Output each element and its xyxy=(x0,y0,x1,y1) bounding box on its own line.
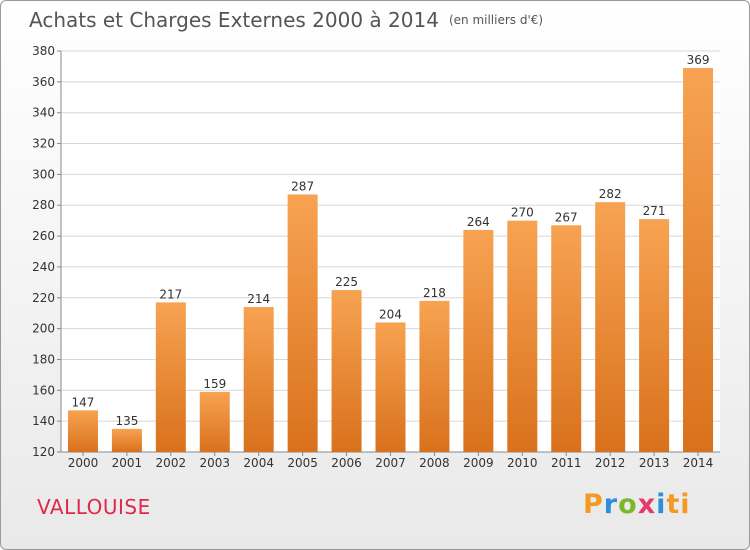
proxiti-logo: Proxiti xyxy=(583,489,691,520)
bar-value-label: 204 xyxy=(379,307,402,321)
bar-value-label: 282 xyxy=(599,187,622,201)
y-tick-label: 120 xyxy=(32,445,55,459)
bar-value-label: 225 xyxy=(335,275,358,289)
bar xyxy=(463,229,494,452)
x-tick-label: 2002 xyxy=(156,456,187,470)
bar xyxy=(375,322,406,452)
y-tick-label: 240 xyxy=(32,260,55,274)
y-tick-label: 340 xyxy=(32,106,55,120)
bar xyxy=(507,220,538,452)
y-tick-label: 180 xyxy=(32,352,55,366)
x-tick-label: 2000 xyxy=(68,456,99,470)
x-tick-label: 2003 xyxy=(199,456,230,470)
y-tick-label: 380 xyxy=(32,44,55,58)
bar xyxy=(243,307,274,452)
bar xyxy=(639,219,670,452)
y-tick-label: 140 xyxy=(32,414,55,428)
bar xyxy=(683,67,714,452)
chart-title: Achats et Charges Externes 2000 à 2014 (e… xyxy=(29,8,543,32)
y-tick-label: 160 xyxy=(32,383,55,397)
bar-value-label: 217 xyxy=(159,287,182,301)
y-tick-label: 220 xyxy=(32,291,55,305)
x-tick-label: 2005 xyxy=(287,456,318,470)
x-tick-label: 2009 xyxy=(463,456,494,470)
title-text: Achats et Charges Externes 2000 à 2014 xyxy=(29,8,439,32)
x-tick-label: 2010 xyxy=(507,456,538,470)
bar xyxy=(287,194,318,452)
x-tick-label: 2004 xyxy=(243,456,274,470)
x-tick-label: 2007 xyxy=(375,456,406,470)
x-tick-label: 2006 xyxy=(331,456,362,470)
title-unit: (en milliers d'€) xyxy=(448,13,544,27)
y-tick-label: 300 xyxy=(32,167,55,181)
bar-value-label: 270 xyxy=(511,206,534,220)
bar-value-label: 287 xyxy=(291,179,314,193)
commune-name: VALLOUISE xyxy=(37,495,151,519)
bar xyxy=(331,290,362,452)
y-tick-label: 280 xyxy=(32,198,55,212)
bar-value-label: 264 xyxy=(467,215,490,229)
bar-value-label: 135 xyxy=(115,414,138,428)
x-tick-label: 2014 xyxy=(683,456,714,470)
bar-value-label: 271 xyxy=(643,204,666,218)
y-tick-label: 260 xyxy=(32,229,55,243)
x-tick-label: 2013 xyxy=(639,456,670,470)
bar-value-label: 159 xyxy=(203,377,226,391)
x-tick-label: 2012 xyxy=(595,456,626,470)
y-tick-label: 320 xyxy=(32,137,55,151)
bar-value-label: 369 xyxy=(687,53,710,67)
bar-value-label: 214 xyxy=(247,292,270,306)
bar xyxy=(111,428,142,452)
bar xyxy=(155,302,186,452)
bar xyxy=(67,410,98,452)
y-tick-label: 360 xyxy=(32,75,55,89)
bar xyxy=(419,300,450,452)
bar-value-label: 218 xyxy=(423,286,446,300)
x-tick-label: 2011 xyxy=(551,456,582,470)
bar-value-label: 147 xyxy=(72,395,95,409)
x-tick-label: 2008 xyxy=(419,456,450,470)
bar xyxy=(595,202,626,452)
y-tick-label: 200 xyxy=(32,322,55,336)
x-tick-label: 2001 xyxy=(112,456,143,470)
bar-value-label: 267 xyxy=(555,210,578,224)
bar xyxy=(199,391,230,452)
bar xyxy=(551,225,582,452)
